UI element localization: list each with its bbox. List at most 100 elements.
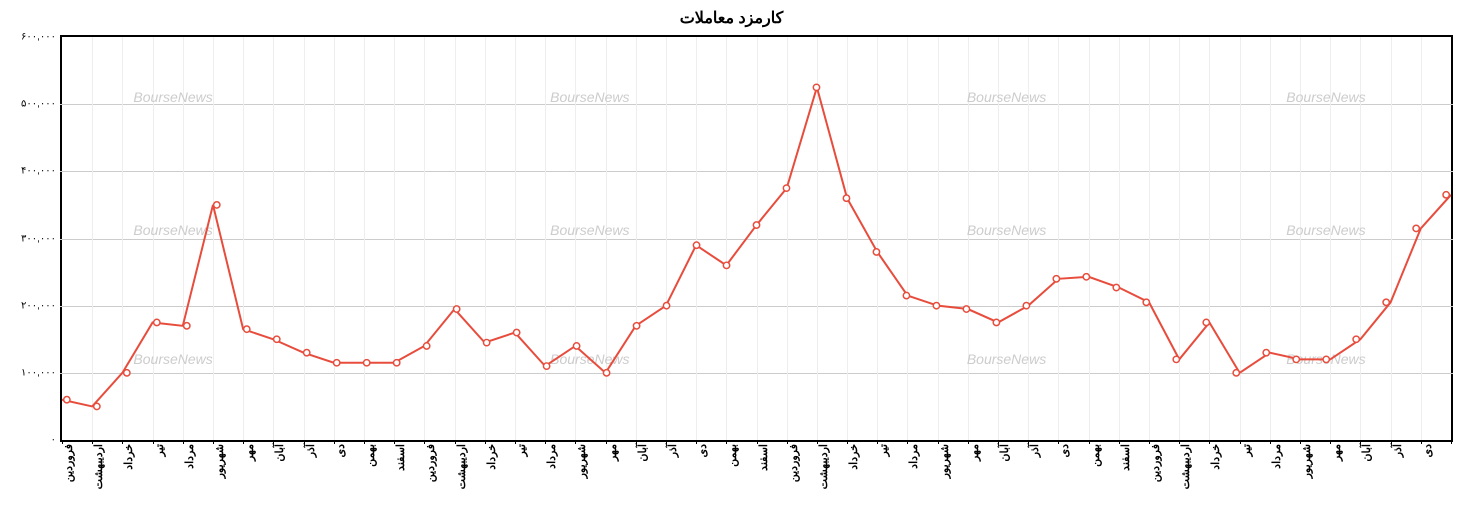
data-point: [843, 195, 849, 201]
data-point: [334, 360, 340, 366]
x-tick-label: شهریور: [213, 444, 226, 478]
y-tick-label: ۳۰۰,۰۰۰: [21, 233, 56, 244]
data-point: [274, 336, 280, 342]
x-tick-label: فروردین: [1149, 444, 1162, 482]
y-tick-label: ۰: [51, 435, 56, 446]
data-point: [963, 306, 969, 312]
y-tick-label: ۵۰۰,۰۰۰: [21, 99, 56, 110]
x-tick-label: مهر: [243, 444, 256, 461]
x-tick-label: تیر: [515, 444, 528, 456]
data-point: [364, 360, 370, 366]
data-point: [1083, 274, 1089, 280]
data-point: [693, 242, 699, 248]
data-point: [64, 397, 70, 403]
data-point: [94, 403, 100, 409]
line-markers: [62, 37, 1451, 440]
x-tick-label: خرداد: [847, 444, 860, 470]
data-point: [543, 363, 549, 369]
data-point: [1383, 299, 1389, 305]
x-tick-label: خرداد: [485, 444, 498, 470]
x-tick-label: فروردین: [62, 444, 75, 482]
data-point: [1413, 225, 1419, 231]
data-point: [244, 326, 250, 332]
x-tick-label: تیر: [1240, 444, 1253, 456]
y-tick-label: ۴۰۰,۰۰۰: [21, 166, 56, 177]
x-tick-label: آبان: [998, 444, 1011, 462]
plot-area: ۰۱۰۰,۰۰۰۲۰۰,۰۰۰۳۰۰,۰۰۰۴۰۰,۰۰۰۵۰۰,۰۰۰۶۰۰,…: [60, 35, 1453, 442]
data-point: [1443, 192, 1449, 198]
data-point: [633, 323, 639, 329]
x-tick-label: مهر: [606, 444, 619, 461]
x-tick-label: اردیبهشت: [455, 444, 468, 489]
x-tick-label: اردیبهشت: [92, 444, 105, 489]
x-tick-label: فروردین: [424, 444, 437, 482]
x-tick-label: بهمن: [364, 444, 377, 467]
y-tick-label: ۶۰۰,۰۰۰: [21, 32, 56, 43]
x-tick-label: آذر: [304, 444, 317, 457]
x-tick-label: آذر: [1391, 444, 1404, 457]
data-point: [723, 262, 729, 268]
x-tick-label: اسفند: [757, 444, 770, 471]
data-point: [873, 249, 879, 255]
x-tick-label: دی: [1421, 444, 1434, 458]
x-tick-label: خرداد: [1209, 444, 1222, 470]
data-point: [813, 84, 819, 90]
x-tick-label: بهمن: [726, 444, 739, 467]
x-tick-label: دی: [334, 444, 347, 458]
data-point: [304, 350, 310, 356]
data-point: [1293, 356, 1299, 362]
data-point: [1143, 299, 1149, 305]
data-point: [753, 222, 759, 228]
x-tick-label: مرداد: [907, 444, 920, 469]
x-tick-label: آذر: [666, 444, 679, 457]
data-point: [933, 302, 939, 308]
data-point: [663, 302, 669, 308]
data-point: [1323, 356, 1329, 362]
x-tick-label: مرداد: [545, 444, 558, 469]
x-tick-label: دی: [696, 444, 709, 458]
x-tick-label: دی: [1058, 444, 1071, 458]
data-point: [993, 319, 999, 325]
x-tick-label: آبان: [1360, 444, 1373, 462]
data-point: [513, 329, 519, 335]
x-tick-label: اردیبهشت: [1179, 444, 1192, 489]
x-tick-label: اسفند: [394, 444, 407, 471]
data-point: [1173, 356, 1179, 362]
x-tick-label: بهمن: [1089, 444, 1102, 467]
x-tick-label: آذر: [1028, 444, 1041, 457]
data-point: [603, 370, 609, 376]
x-tick-label: خرداد: [122, 444, 135, 470]
data-point: [154, 319, 160, 325]
x-tick-label: شهریور: [938, 444, 951, 478]
x-tick-label: مهر: [968, 444, 981, 461]
chart-title: کارمزد معاملات: [0, 0, 1463, 28]
data-point: [1203, 319, 1209, 325]
data-point: [394, 360, 400, 366]
data-point: [124, 370, 130, 376]
data-point: [1263, 350, 1269, 356]
x-tick-label: مرداد: [1270, 444, 1283, 469]
data-point: [903, 292, 909, 298]
data-point: [1353, 336, 1359, 342]
data-point: [1113, 284, 1119, 290]
x-tick-label: اسفند: [1119, 444, 1132, 471]
data-point: [214, 202, 220, 208]
y-tick-label: ۲۰۰,۰۰۰: [21, 300, 56, 311]
data-point: [573, 343, 579, 349]
x-tick-label: آبان: [636, 444, 649, 462]
x-tick-label: تیر: [877, 444, 890, 456]
data-point: [783, 185, 789, 191]
x-tick-mark: [1451, 440, 1452, 444]
y-tick-label: ۱۰۰,۰۰۰: [21, 367, 56, 378]
chart-area: ۰۱۰۰,۰۰۰۲۰۰,۰۰۰۳۰۰,۰۰۰۴۰۰,۰۰۰۵۰۰,۰۰۰۶۰۰,…: [60, 35, 1453, 442]
x-tick-label: تیر: [153, 444, 166, 456]
x-tick-label: مرداد: [183, 444, 196, 469]
x-tick-label: اردیبهشت: [817, 444, 830, 489]
x-tick-label: مهر: [1330, 444, 1343, 461]
data-point: [453, 306, 459, 312]
data-point: [1233, 370, 1239, 376]
x-tick-label: شهریور: [575, 444, 588, 478]
data-point: [483, 339, 489, 345]
data-point: [184, 323, 190, 329]
x-tick-label: آبان: [273, 444, 286, 462]
